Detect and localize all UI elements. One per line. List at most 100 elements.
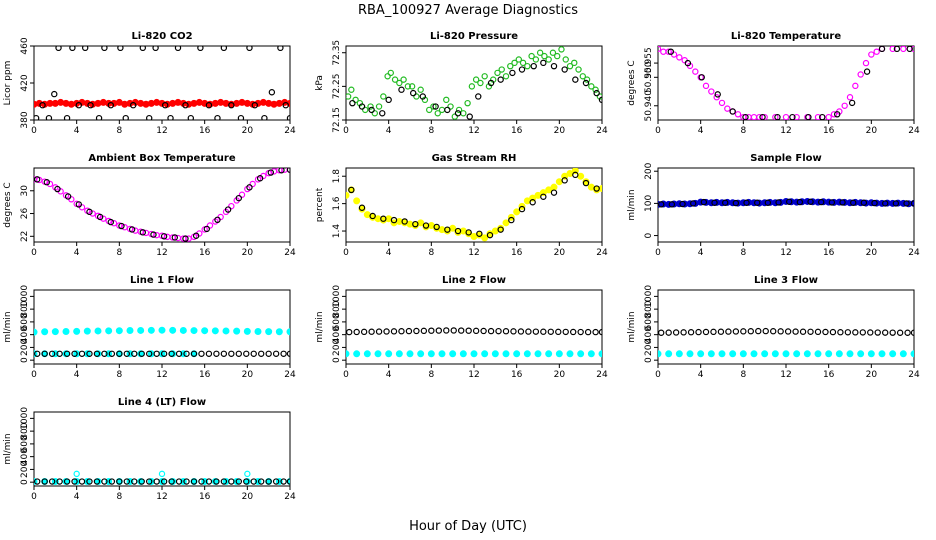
data-point xyxy=(86,478,93,485)
data-point xyxy=(160,233,168,240)
data-point xyxy=(882,329,889,336)
data-point xyxy=(41,328,49,336)
data-point xyxy=(906,46,913,53)
data-point xyxy=(732,328,740,335)
x-tick-label: 12 xyxy=(780,248,791,258)
data-point xyxy=(742,113,749,120)
y-axis-label: ml/min xyxy=(3,311,13,342)
data-point xyxy=(93,478,101,485)
x-tick-label: 12 xyxy=(156,126,167,136)
data-point xyxy=(346,93,352,100)
data-point xyxy=(665,329,672,336)
data-point xyxy=(71,478,78,485)
panel-li-820-pressure: Li-820 Pressure 0 4 8 12 16 20 24 72.15 72.25 72.3… xyxy=(315,31,608,136)
panel-title: Line 3 Flow xyxy=(754,275,818,286)
data-point xyxy=(708,88,715,95)
data-point xyxy=(481,73,488,80)
data-point xyxy=(863,68,871,75)
data-point xyxy=(179,326,187,334)
data-point xyxy=(447,103,454,110)
data-point xyxy=(34,114,40,120)
data-point xyxy=(128,226,136,233)
data-point xyxy=(363,350,371,358)
panel-title: Line 1 Flow xyxy=(130,275,194,286)
data-point xyxy=(466,113,473,120)
data-point xyxy=(348,86,355,93)
x-tick-label: 12 xyxy=(780,126,791,136)
x-tick-label: 4 xyxy=(74,492,80,502)
data-point xyxy=(34,328,38,336)
y-axis-label: ml/min xyxy=(3,433,13,464)
x-tick-label: 20 xyxy=(866,126,878,136)
data-point xyxy=(362,106,369,114)
data-point xyxy=(910,46,914,53)
data-point xyxy=(131,478,138,485)
data-point xyxy=(910,329,914,336)
data-point xyxy=(672,329,680,336)
data-point xyxy=(250,350,257,357)
data-point xyxy=(658,350,662,358)
data-point xyxy=(450,327,457,334)
data-point xyxy=(755,327,762,335)
data-point xyxy=(517,328,525,335)
data-point xyxy=(434,110,441,117)
data-point xyxy=(105,327,113,335)
x-tick-label: 20 xyxy=(554,370,566,380)
y-tick-label: 420 xyxy=(20,74,30,91)
data-point xyxy=(41,478,48,485)
data-point xyxy=(675,350,683,358)
data-point xyxy=(862,59,870,67)
data-point xyxy=(910,200,914,207)
data-point xyxy=(692,68,699,75)
plot-area xyxy=(34,46,290,120)
data-point xyxy=(211,327,219,335)
data-point xyxy=(545,350,553,358)
data-point xyxy=(893,46,901,53)
data-point xyxy=(465,230,473,238)
plot-area xyxy=(34,470,290,486)
data-point xyxy=(759,113,766,120)
data-point xyxy=(86,350,93,357)
data-point xyxy=(834,111,841,118)
data-point xyxy=(235,478,242,485)
data-point xyxy=(814,113,822,120)
y-tick-label: 200 xyxy=(20,339,30,356)
data-point xyxy=(214,216,221,223)
data-point xyxy=(101,46,108,52)
y-tick-label: 0 xyxy=(644,232,654,238)
data-point xyxy=(95,114,103,120)
data-point xyxy=(658,201,665,208)
plot-area xyxy=(658,197,914,208)
data-point xyxy=(406,350,414,358)
data-point xyxy=(137,326,145,334)
data-point xyxy=(278,168,285,174)
data-point xyxy=(468,83,476,90)
data-point xyxy=(167,114,174,120)
data-point xyxy=(63,350,71,357)
data-point xyxy=(443,96,450,104)
data-point xyxy=(101,478,108,485)
data-point xyxy=(353,197,361,205)
data-point xyxy=(358,205,366,213)
data-point xyxy=(480,327,487,335)
y-tick-label: 600 xyxy=(20,313,30,330)
y-tick-label: 600 xyxy=(332,313,342,330)
data-point xyxy=(498,66,505,73)
data-point xyxy=(78,478,86,485)
data-point xyxy=(550,183,558,191)
data-point xyxy=(555,178,563,186)
x-tick-label: 4 xyxy=(74,248,80,258)
x-tick-label: 24 xyxy=(908,248,920,258)
data-point xyxy=(428,327,435,334)
data-point xyxy=(116,478,123,485)
data-point xyxy=(443,227,451,235)
data-point xyxy=(680,329,687,336)
data-point xyxy=(690,200,697,207)
data-point xyxy=(63,114,71,120)
data-point xyxy=(792,328,799,335)
data-point xyxy=(796,198,804,206)
data-point xyxy=(534,350,542,358)
data-point xyxy=(51,90,58,98)
data-point xyxy=(171,234,178,241)
data-point xyxy=(190,478,198,485)
